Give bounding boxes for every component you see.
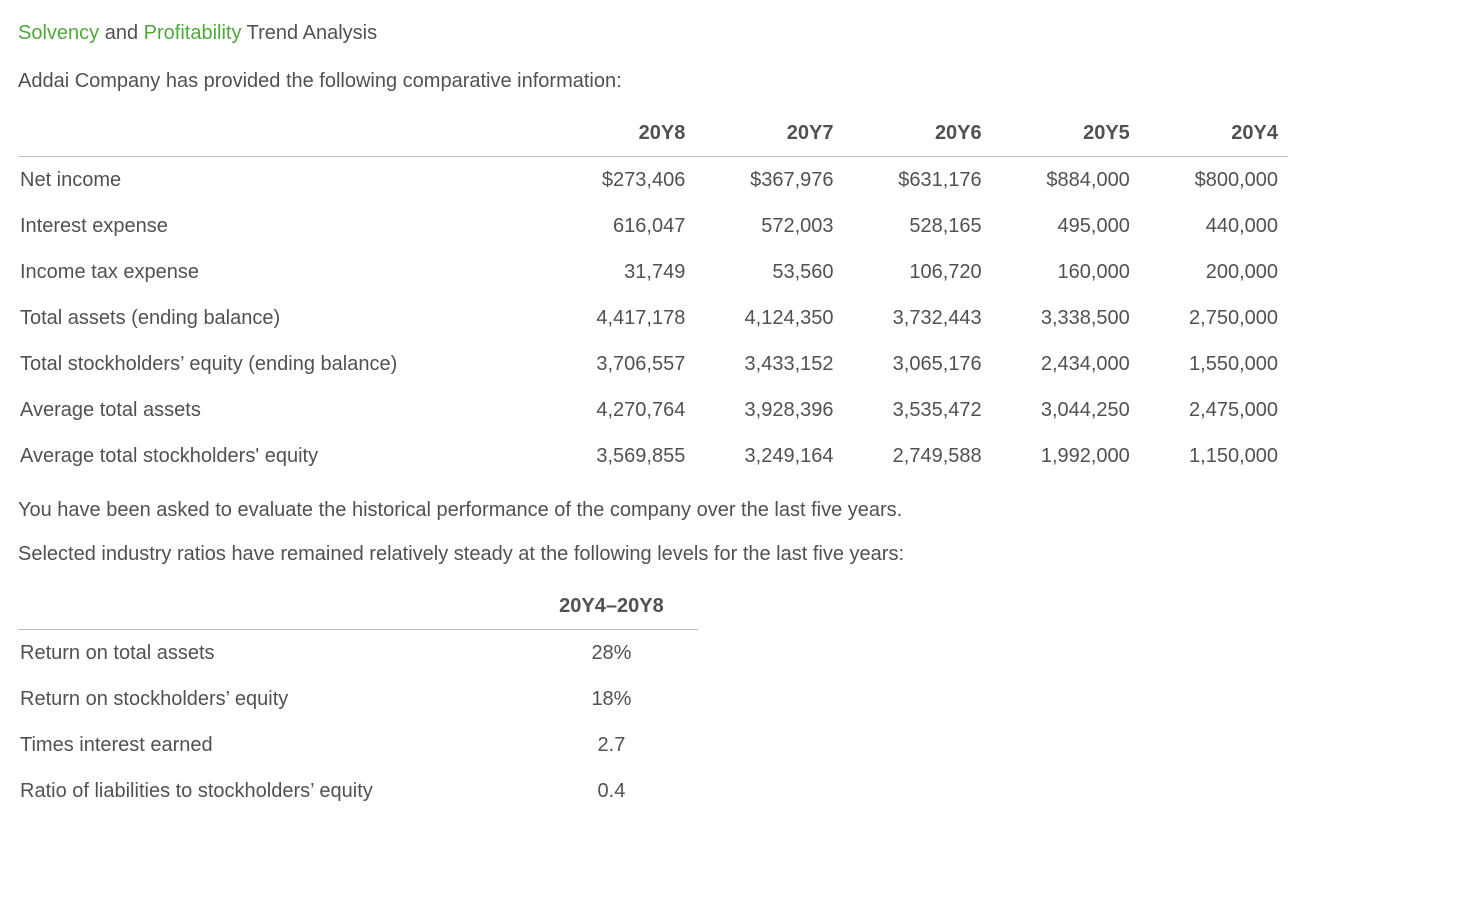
- title-rest: Trend Analysis: [241, 22, 377, 44]
- cell: 3,928,396: [695, 387, 843, 433]
- cell: $367,976: [695, 157, 843, 204]
- cell: 495,000: [992, 203, 1140, 249]
- cell: 3,732,443: [844, 295, 992, 341]
- cell: 616,047: [547, 203, 695, 249]
- cell: 0.4: [525, 768, 698, 814]
- cell: 31,749: [547, 249, 695, 295]
- cell: 2,475,000: [1140, 387, 1288, 433]
- cell: 3,065,176: [844, 341, 992, 387]
- solvency-link[interactable]: Solvency: [18, 22, 99, 44]
- row-label: Net income: [18, 157, 547, 204]
- title-and: and: [99, 22, 143, 44]
- paragraph-2: Selected industry ratios have remained r…: [18, 539, 1445, 569]
- cell: 3,249,164: [695, 433, 843, 479]
- cell: 3,569,855: [547, 433, 695, 479]
- row-label: Return on total assets: [18, 630, 525, 677]
- table-row: Total stockholders’ equity (ending balan…: [18, 341, 1288, 387]
- table-row: Average total assets 4,270,764 3,928,396…: [18, 387, 1288, 433]
- cell: 1,992,000: [992, 433, 1140, 479]
- cell: 53,560: [695, 249, 843, 295]
- cell: 528,165: [844, 203, 992, 249]
- cell: $884,000: [992, 157, 1140, 204]
- table-row: Interest expense 616,047 572,003 528,165…: [18, 203, 1288, 249]
- row-label: Total assets (ending balance): [18, 295, 547, 341]
- cell: 18%: [525, 676, 698, 722]
- cell: 4,417,178: [547, 295, 695, 341]
- cell: 1,550,000: [1140, 341, 1288, 387]
- row-label: Times interest earned: [18, 722, 525, 768]
- cell: 2,749,588: [844, 433, 992, 479]
- comparative-header-20y5: 20Y5: [992, 110, 1140, 157]
- row-label: Return on stockholders’ equity: [18, 676, 525, 722]
- cell: 2,434,000: [992, 341, 1140, 387]
- table-row: Times interest earned 2.7: [18, 722, 698, 768]
- cell: 1,150,000: [1140, 433, 1288, 479]
- row-label: Ratio of liabilities to stockholders’ eq…: [18, 768, 525, 814]
- intro-text: Addai Company has provided the following…: [18, 66, 1445, 96]
- table-row: Return on stockholders’ equity 18%: [18, 676, 698, 722]
- cell: 2.7: [525, 722, 698, 768]
- industry-table: 20Y4–20Y8 Return on total assets 28% Ret…: [18, 583, 698, 814]
- table-row: Net income $273,406 $367,976 $631,176 $8…: [18, 157, 1288, 204]
- industry-header-range: 20Y4–20Y8: [525, 583, 698, 630]
- comparative-header-row: 20Y8 20Y7 20Y6 20Y5 20Y4: [18, 110, 1288, 157]
- industry-header-blank: [18, 583, 525, 630]
- table-row: Average total stockholders' equity 3,569…: [18, 433, 1288, 479]
- cell: 3,433,152: [695, 341, 843, 387]
- cell: 3,706,557: [547, 341, 695, 387]
- row-label: Total stockholders’ equity (ending balan…: [18, 341, 547, 387]
- comparative-header-20y4: 20Y4: [1140, 110, 1288, 157]
- cell: $631,176: [844, 157, 992, 204]
- paragraph-1: You have been asked to evaluate the hist…: [18, 495, 1445, 525]
- table-row: Total assets (ending balance) 4,417,178 …: [18, 295, 1288, 341]
- cell: 4,124,350: [695, 295, 843, 341]
- cell: 200,000: [1140, 249, 1288, 295]
- row-label: Average total assets: [18, 387, 547, 433]
- table-row: Ratio of liabilities to stockholders’ eq…: [18, 768, 698, 814]
- comparative-header-20y7: 20Y7: [695, 110, 843, 157]
- industry-header-row: 20Y4–20Y8: [18, 583, 698, 630]
- cell: 2,750,000: [1140, 295, 1288, 341]
- comparative-header-20y8: 20Y8: [547, 110, 695, 157]
- cell: 28%: [525, 630, 698, 677]
- cell: 572,003: [695, 203, 843, 249]
- cell: 4,270,764: [547, 387, 695, 433]
- page-title: Solvency and Profitability Trend Analysi…: [18, 18, 1445, 48]
- table-row: Income tax expense 31,749 53,560 106,720…: [18, 249, 1288, 295]
- cell: 3,338,500: [992, 295, 1140, 341]
- row-label: Interest expense: [18, 203, 547, 249]
- cell: 106,720: [844, 249, 992, 295]
- cell: 160,000: [992, 249, 1140, 295]
- cell: 440,000: [1140, 203, 1288, 249]
- cell: $273,406: [547, 157, 695, 204]
- cell: 3,044,250: [992, 387, 1140, 433]
- cell: $800,000: [1140, 157, 1288, 204]
- row-label: Income tax expense: [18, 249, 547, 295]
- table-row: Return on total assets 28%: [18, 630, 698, 677]
- row-label: Average total stockholders' equity: [18, 433, 547, 479]
- comparative-header-blank: [18, 110, 547, 157]
- comparative-table: 20Y8 20Y7 20Y6 20Y5 20Y4 Net income $273…: [18, 110, 1288, 479]
- comparative-header-20y6: 20Y6: [844, 110, 992, 157]
- profitability-link[interactable]: Profitability: [144, 22, 242, 44]
- cell: 3,535,472: [844, 387, 992, 433]
